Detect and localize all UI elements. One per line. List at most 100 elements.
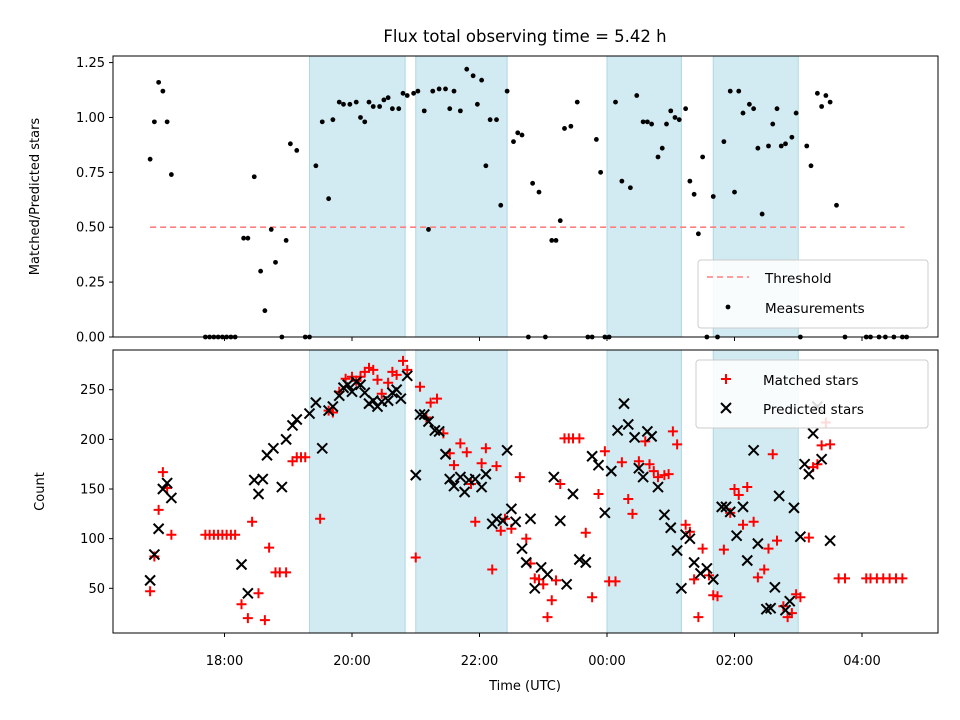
measurement-point (341, 101, 346, 107)
bottom-y-tick-label: 250 (80, 383, 105, 398)
predicted-star-point (390, 384, 403, 396)
measurement-point (479, 77, 485, 83)
measurement-point (498, 202, 504, 208)
predicted-star-point (346, 385, 358, 398)
predicted-star-point (490, 513, 503, 525)
measurement-point (262, 308, 268, 314)
predicted-star-point (433, 425, 445, 438)
matched-star-point (733, 489, 744, 500)
matched-star-point (372, 374, 383, 385)
matched-star-point (803, 532, 814, 543)
measurement-point (755, 145, 761, 151)
matched-star-point (368, 364, 379, 375)
observing-window-top (415, 55, 508, 338)
matched-star-point (825, 439, 836, 450)
predicted-star-point (764, 602, 777, 614)
predicted-star-point (730, 529, 743, 542)
predicted-star-point (458, 486, 471, 498)
predicted-star-point (622, 418, 634, 431)
bottom-y-axis-label: Count (33, 472, 48, 511)
measurement-point (751, 106, 757, 112)
top-legend: Threshold Measurements (697, 259, 929, 329)
predicted-star-point (803, 468, 815, 480)
measurement-point (370, 104, 376, 109)
measurement-point (691, 191, 697, 197)
measurement-points (147, 66, 910, 340)
predicted-star-point (586, 450, 598, 462)
measurement-point (319, 119, 325, 125)
measurement-point (834, 202, 839, 208)
predicted-star-point (401, 370, 413, 382)
matched-star-point (689, 574, 700, 585)
top-y-axis-label: Matched/Predicted stars (28, 118, 43, 276)
measurement-point (470, 73, 476, 79)
matched-star-point (253, 588, 264, 599)
legend-measurements-swatch (725, 304, 731, 310)
matched-star-point (264, 542, 275, 553)
predicted-star-point (652, 481, 664, 493)
measurement-point (659, 145, 665, 151)
measurement-point (668, 108, 674, 114)
predicted-star-point (788, 502, 800, 514)
x-tick-label: 00:00 (588, 654, 625, 669)
matched-star-point (149, 551, 160, 562)
measurement-point (549, 238, 555, 243)
x-axis-label: Time (UTC) (488, 679, 561, 694)
predicted-star-point (276, 481, 288, 493)
predicted-star-point (665, 522, 677, 534)
matched-star-point (712, 591, 723, 602)
matched-star-point (816, 440, 827, 451)
predicted-star-point (505, 503, 518, 515)
measurement-point (655, 154, 661, 160)
predicted-star-point (747, 444, 760, 456)
measurement-point (258, 268, 264, 274)
predicted-star-point (429, 424, 441, 437)
matched-star-point (236, 599, 247, 610)
measurement-point (598, 169, 604, 175)
measurement-point (415, 88, 421, 94)
top-y-tick-label: 0.75 (76, 166, 105, 181)
measurement-point (251, 174, 257, 180)
matched-star-point (157, 467, 168, 478)
measurement-point (640, 119, 646, 125)
observing-window-bottom (415, 349, 508, 634)
measurement-point (443, 86, 448, 92)
predicted-star-point (235, 558, 248, 571)
predicted-star-point (701, 562, 713, 575)
matched-star-point (616, 457, 627, 468)
predicted-star-point (724, 506, 736, 518)
measurement-point (568, 123, 574, 129)
x-tick-label: 22:00 (461, 654, 498, 669)
measurement-point (700, 154, 706, 160)
matched-star-point (623, 493, 634, 504)
predicted-star-point (469, 473, 481, 485)
matched-star-point (546, 595, 557, 606)
measurement-point (672, 115, 678, 120)
matched-star-point (697, 543, 708, 554)
predicted-star-point (148, 548, 161, 561)
predicted-star-point (501, 444, 513, 456)
observing-window-top (606, 55, 682, 338)
measurement-point (695, 231, 701, 237)
predicted-star-point (286, 419, 299, 432)
matched-star-point (752, 572, 763, 583)
matched-star-point (599, 446, 610, 457)
legend-predicted-label: Predicted stars (763, 402, 864, 418)
matched-star-point (772, 535, 782, 546)
measurement-point (511, 139, 516, 145)
predicted-star-point (554, 515, 566, 527)
measurement-point (783, 141, 788, 147)
measurement-point (245, 235, 251, 241)
measurement-point (168, 172, 174, 177)
predicted-star-point (439, 448, 452, 460)
measurement-point (330, 117, 336, 123)
matched-star-point (718, 544, 729, 555)
matched-star-point (153, 504, 164, 515)
matched-star-point (491, 461, 502, 472)
measurement-point (447, 106, 453, 112)
predicted-star-point (157, 483, 169, 495)
measurement-point (421, 108, 427, 114)
measurement-point (353, 99, 359, 105)
matched-star-point (410, 552, 421, 563)
matched-star-point (230, 529, 241, 540)
